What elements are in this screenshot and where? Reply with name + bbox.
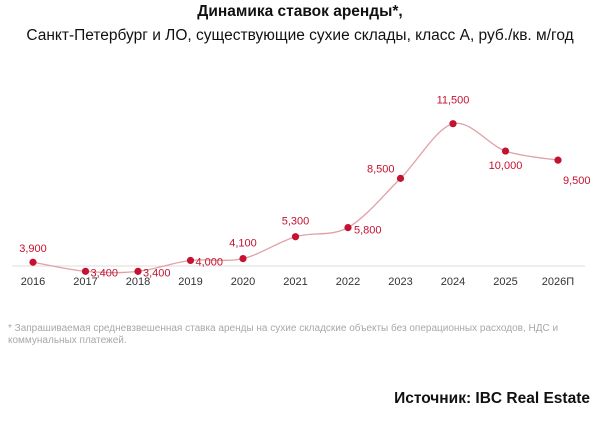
data-label: 3,900 [19,243,47,255]
chart-title: Динамика ставок аренды*, [197,3,403,20]
data-label: 5,300 [282,216,310,228]
data-label: 9,500 [563,175,591,187]
data-point [29,258,37,266]
footnote: * Запрашиваемая средневзвешенная ставка … [8,323,559,346]
data-label: 4,100 [229,238,257,250]
data-point [81,267,90,275]
data-point [344,224,352,232]
x-tick-label: 2020 [231,276,255,288]
data-label: 5,800 [354,225,382,237]
data-point [449,120,457,128]
x-tick-label: 2026П [542,276,574,288]
data-point [239,254,247,263]
data-label: 3,400 [91,267,119,279]
x-tick-label: 2018 [126,276,150,288]
x-tick-label: 2025 [493,276,517,288]
data-point [134,267,142,275]
x-tick-label: 2019 [178,276,202,288]
x-tick-label: 2024 [441,276,465,288]
source-label: Источник: IBC Real Estate [394,390,590,407]
x-tick-label: 2021 [283,276,307,288]
data-point [186,256,195,265]
data-point [291,233,300,241]
x-tick-label: 2017 [73,276,97,288]
data-point [554,156,562,164]
data-label: 10,000 [489,160,523,172]
data-label: 11,500 [437,95,470,107]
series-line [32,122,559,274]
data-point [501,147,510,155]
data-point [396,174,405,182]
x-tick-label: 2023 [388,276,412,288]
x-tick-label: 2016 [21,276,45,288]
data-label: 3,400 [143,267,171,279]
x-tick-label: 2022 [336,276,360,288]
chart-subtitle: Санкт-Петербург и ЛО, существующие сухие… [26,27,574,44]
data-label: 8,500 [367,163,395,175]
data-label: 4,000 [196,256,224,268]
